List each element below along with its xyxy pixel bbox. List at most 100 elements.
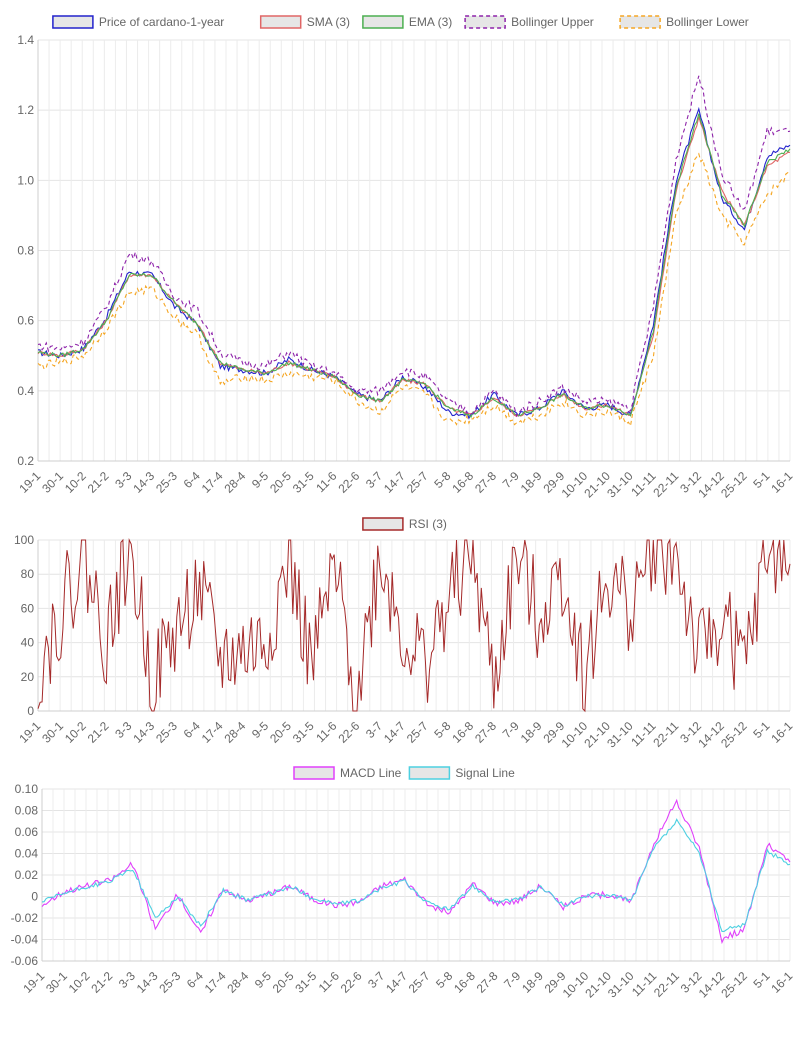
x-tick-label: 22-6 <box>338 969 365 996</box>
y-tick-label: 0.04 <box>15 847 39 861</box>
legend-label-macd-line: MACD Line <box>340 766 402 780</box>
series-line-rsi-3 <box>37 538 791 713</box>
y-tick-label: 0.06 <box>15 825 39 839</box>
legend-swatch-rsi-3 <box>362 517 404 531</box>
x-tick-label: 25-7 <box>404 719 431 746</box>
legend-label-sma-3: SMA (3) <box>307 15 350 29</box>
legend-swatch-signal-line <box>408 766 451 780</box>
x-tick-label: 31-5 <box>292 969 319 996</box>
x-tick-label: 10-2 <box>62 719 89 746</box>
x-tick-label: 19-1 <box>16 719 43 746</box>
x-tick-label: 20-5 <box>267 469 294 496</box>
x-tick-label: 30-1 <box>39 469 66 496</box>
y-tick-label: 60 <box>21 601 35 615</box>
chart-rsi-legend: RSI (3) <box>362 517 447 531</box>
x-tick-label: 14-3 <box>130 719 157 746</box>
y-tick-label: 0.8 <box>17 244 34 258</box>
y-tick-label: 100 <box>14 533 34 547</box>
y-tick-label: 0.6 <box>17 314 34 328</box>
x-tick-label: 22-11 <box>651 969 682 1000</box>
x-tick-label: 25-12 <box>718 469 750 501</box>
x-tick-label: 25-3 <box>153 719 180 746</box>
x-tick-label: 21-2 <box>88 969 115 996</box>
x-tick-label: 18-9 <box>518 719 545 746</box>
y-tick-label: -0.02 <box>11 911 39 925</box>
chart-price-legend: Price of cardano-1-year SMA (3) EMA (3) Bol… <box>52 15 749 29</box>
y-tick-label: 20 <box>21 670 35 684</box>
x-tick-label: 17-4 <box>199 469 226 496</box>
x-tick-label: 31-10 <box>604 719 636 751</box>
x-tick-label: 30-1 <box>39 719 66 746</box>
x-tick-label: 30-1 <box>43 969 70 996</box>
x-tick-label: 27-8 <box>472 469 499 496</box>
legend-label-bollinger-lower: Bollinger Lower <box>666 15 749 29</box>
legend-swatch-ema-3 <box>362 15 404 29</box>
x-tick-label: 25-12 <box>718 719 750 751</box>
x-tick-label: 19-1 <box>16 469 43 496</box>
y-tick-label: 1.2 <box>17 103 34 117</box>
series-line-ema-3 <box>37 113 791 419</box>
legend-label-ema-3: EMA (3) <box>409 15 452 29</box>
legend-label-rsi-3: RSI (3) <box>409 517 447 531</box>
series-line-price-of-cardano-1-year <box>37 106 791 420</box>
x-tick-label: 28-4 <box>224 969 251 996</box>
y-tick-label: -0.06 <box>11 954 39 968</box>
y-tick-label: 0 <box>27 704 34 718</box>
x-tick-label: 22-11 <box>650 719 681 750</box>
x-tick-label: 25-3 <box>156 969 183 996</box>
x-tick-label: 31-10 <box>605 969 637 1001</box>
y-tick-label: 0.08 <box>15 804 39 818</box>
x-tick-label: 10-2 <box>62 469 89 496</box>
x-tick-label: 22-11 <box>650 469 681 500</box>
series-line-bollinger-lower <box>37 152 791 428</box>
y-tick-label: 1.4 <box>17 33 34 47</box>
x-tick-label: 19-1 <box>20 969 47 996</box>
y-tick-label: 0.02 <box>15 868 39 882</box>
x-tick-label: 14-7 <box>381 469 408 496</box>
x-tick-label: 16-1 <box>768 469 795 496</box>
legend-label-signal-line: Signal Line <box>455 766 515 780</box>
legend-swatch-price-of-cardano-1-year <box>52 15 94 29</box>
x-tick-label: 21-2 <box>85 719 112 746</box>
x-tick-label: 22-6 <box>335 719 362 746</box>
x-tick-label: 20-5 <box>270 969 297 996</box>
y-tick-label: 0.4 <box>17 384 34 398</box>
x-tick-label: 25-7 <box>404 469 431 496</box>
y-tick-label: 80 <box>21 567 35 581</box>
legend-label-bollinger-upper: Bollinger Upper <box>511 15 594 29</box>
x-tick-label: 16-1 <box>768 719 795 746</box>
x-tick-label: 18-9 <box>519 969 546 996</box>
x-tick-label: 25-7 <box>406 969 433 996</box>
x-tick-label: 25-12 <box>718 969 750 1001</box>
x-tick-label: 17-4 <box>199 719 226 746</box>
legend-swatch-macd-line <box>293 766 335 780</box>
x-tick-label: 16-8 <box>449 469 476 496</box>
x-tick-label: 31-5 <box>290 719 317 746</box>
y-tick-label: -0.04 <box>11 933 39 947</box>
x-tick-label: 27-8 <box>474 969 501 996</box>
x-tick-label: 14-3 <box>134 969 161 996</box>
x-tick-label: 16-8 <box>451 969 478 996</box>
x-tick-label: 14-3 <box>130 469 157 496</box>
legend-label-price-of-cardano-1-year: Price of cardano-1-year <box>99 15 224 29</box>
legend-swatch-sma-3 <box>259 15 302 29</box>
x-tick-label: 18-9 <box>518 469 545 496</box>
x-tick-label: 28-4 <box>221 719 248 746</box>
x-tick-label: 20-5 <box>267 719 294 746</box>
x-tick-label: 16-8 <box>449 719 476 746</box>
x-tick-label: 10-2 <box>66 969 93 996</box>
x-tick-label: 21-2 <box>85 469 112 496</box>
x-tick-label: 31-5 <box>290 469 317 496</box>
series-line-bollinger-upper <box>37 75 791 418</box>
x-tick-label: 14-7 <box>381 719 408 746</box>
x-tick-label: 28-4 <box>221 469 248 496</box>
y-tick-label: 40 <box>21 636 35 650</box>
y-tick-label: 0.10 <box>15 782 39 796</box>
macd-chart: MACD Line Signal Line -0.06 -0.04 -0.02 0 0.02… <box>11 766 796 1001</box>
x-tick-label: 17-4 <box>202 969 229 996</box>
x-tick-label: 11-6 <box>313 719 339 745</box>
x-tick-label: 27-8 <box>472 719 499 746</box>
x-tick-label: 11-6 <box>316 969 342 995</box>
